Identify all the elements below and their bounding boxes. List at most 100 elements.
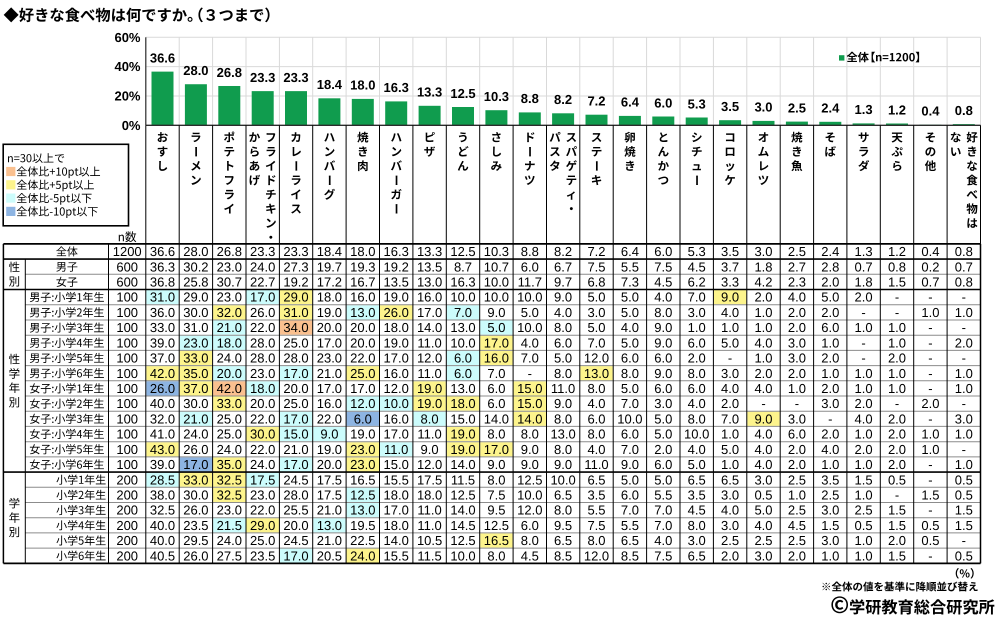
svg-text:0.5: 0.5 [754, 488, 772, 503]
svg-text:12.0: 12.0 [350, 396, 375, 411]
svg-text:14.0: 14.0 [384, 533, 409, 548]
svg-text:1.0: 1.0 [754, 320, 772, 335]
svg-text:14.0: 14.0 [450, 503, 475, 518]
svg-text:17.0: 17.0 [283, 457, 308, 472]
svg-text:0.5: 0.5 [921, 533, 939, 548]
svg-text:2.4: 2.4 [821, 244, 839, 259]
svg-text:7.5: 7.5 [587, 259, 605, 274]
svg-text:3.3: 3.3 [721, 275, 739, 290]
svg-text:6.0: 6.0 [487, 396, 505, 411]
svg-text:3.5: 3.5 [688, 488, 706, 503]
svg-text:-: - [928, 366, 932, 381]
svg-text:40.0: 40.0 [150, 533, 175, 548]
svg-text:100: 100 [116, 442, 138, 457]
svg-text:17.0: 17.0 [417, 305, 442, 320]
svg-text:1.0: 1.0 [888, 320, 906, 335]
svg-text:6.5: 6.5 [688, 472, 706, 487]
svg-text:5.3: 5.3 [688, 96, 706, 111]
svg-text:2.5: 2.5 [788, 244, 806, 259]
svg-text:4.2: 4.2 [754, 275, 772, 290]
svg-text:6.0: 6.0 [521, 518, 539, 533]
svg-text:22.0: 22.0 [250, 411, 275, 426]
svg-text:16.3: 16.3 [450, 275, 475, 290]
svg-text:1.0: 1.0 [888, 366, 906, 381]
svg-text:17.5: 17.5 [317, 472, 342, 487]
svg-text:7.5: 7.5 [654, 259, 672, 274]
svg-text:9.5: 9.5 [554, 518, 572, 533]
svg-text:42.0: 42.0 [217, 381, 242, 396]
svg-text:29.5: 29.5 [183, 533, 208, 548]
svg-text:1.0: 1.0 [855, 457, 873, 472]
svg-text:23.0: 23.0 [183, 335, 208, 350]
svg-text:8.0: 8.0 [487, 427, 505, 442]
svg-text:36.3: 36.3 [150, 259, 175, 274]
svg-text:24.0: 24.0 [250, 259, 275, 274]
svg-text:19.0: 19.0 [417, 396, 442, 411]
svg-text:2.5: 2.5 [754, 533, 772, 548]
svg-text:16.0: 16.0 [417, 290, 442, 305]
svg-text:-: - [928, 381, 932, 396]
svg-text:1.0: 1.0 [955, 427, 973, 442]
svg-text:16.0: 16.0 [350, 290, 375, 305]
svg-text:21.5: 21.5 [217, 518, 242, 533]
svg-text:9.0: 9.0 [554, 396, 572, 411]
svg-text:8.0: 8.0 [587, 533, 605, 548]
svg-text:17.0: 17.0 [183, 457, 208, 472]
svg-text:8.0: 8.0 [688, 366, 706, 381]
svg-text:-: - [962, 442, 966, 457]
svg-text:22.0: 22.0 [317, 411, 342, 426]
svg-text:11.0: 11.0 [384, 442, 408, 457]
svg-text:3.0: 3.0 [821, 503, 839, 518]
svg-text:7.5: 7.5 [654, 548, 672, 563]
svg-text:12.5: 12.5 [450, 488, 475, 503]
svg-text:10.3: 10.3 [484, 89, 509, 104]
svg-text:7.0: 7.0 [621, 503, 639, 518]
svg-text:8.0: 8.0 [554, 320, 572, 335]
svg-text:2.0: 2.0 [788, 457, 806, 472]
svg-text:20.5: 20.5 [317, 548, 342, 563]
svg-text:22.0: 22.0 [250, 442, 275, 457]
svg-text:6.0: 6.0 [554, 335, 572, 350]
svg-text:100: 100 [116, 457, 138, 472]
svg-text:8.0: 8.0 [621, 366, 639, 381]
svg-text:11.0: 11.0 [417, 427, 441, 442]
svg-text:20.0: 20.0 [250, 396, 275, 411]
svg-text:24.5: 24.5 [283, 472, 308, 487]
svg-text:10.0: 10.0 [550, 472, 575, 487]
svg-text:17.5: 17.5 [250, 472, 275, 487]
svg-text:13.5: 13.5 [417, 259, 442, 274]
svg-text:20.0: 20.0 [317, 457, 342, 472]
svg-text:32.0: 32.0 [217, 305, 242, 320]
svg-text:2.0: 2.0 [821, 305, 839, 320]
svg-text:-: - [928, 411, 932, 426]
svg-text:4.5: 4.5 [688, 259, 706, 274]
svg-text:2.0: 2.0 [788, 366, 806, 381]
svg-text:22.7: 22.7 [250, 275, 275, 290]
svg-text:32.5: 32.5 [150, 503, 175, 518]
svg-text:37.0: 37.0 [183, 381, 208, 396]
svg-text:1.3: 1.3 [855, 102, 873, 117]
svg-text:6.0: 6.0 [521, 259, 539, 274]
svg-text:-: - [928, 320, 932, 335]
svg-text:3.0: 3.0 [688, 533, 706, 548]
svg-text:0.8: 0.8 [955, 103, 973, 118]
svg-text:20.0: 20.0 [283, 518, 308, 533]
svg-text:14.0: 14.0 [450, 457, 475, 472]
svg-text:18.0: 18.0 [317, 290, 342, 305]
svg-text:13.0: 13.0 [417, 275, 442, 290]
svg-text:39.0: 39.0 [150, 457, 175, 472]
svg-text:26.8: 26.8 [217, 65, 242, 80]
svg-text:6.0: 6.0 [587, 411, 605, 426]
svg-text:17.0: 17.0 [484, 442, 509, 457]
svg-text:5.5: 5.5 [654, 488, 672, 503]
svg-text:10.0: 10.0 [617, 411, 642, 426]
svg-text:-: - [928, 457, 932, 472]
svg-text:-: - [895, 396, 899, 411]
svg-text:7.0: 7.0 [521, 351, 539, 366]
svg-text:0.8: 0.8 [955, 244, 973, 259]
svg-text:5.0: 5.0 [688, 457, 706, 472]
svg-text:23.0: 23.0 [317, 351, 342, 366]
svg-text:5.3: 5.3 [688, 244, 706, 259]
svg-text:6.0: 6.0 [621, 488, 639, 503]
svg-text:10.0: 10.0 [484, 275, 509, 290]
